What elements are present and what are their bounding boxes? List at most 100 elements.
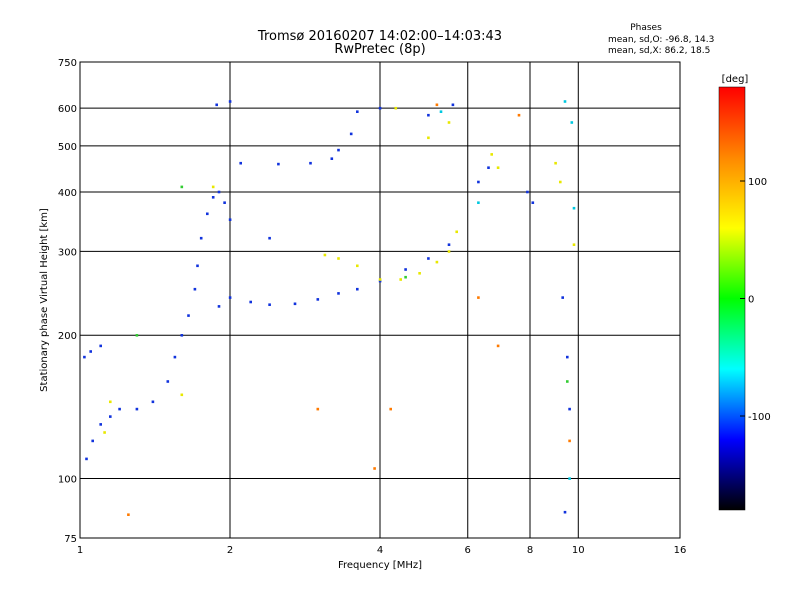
data-point xyxy=(427,136,430,140)
data-point xyxy=(337,148,340,152)
data-point xyxy=(211,196,215,199)
y-axis-ticks: 75 100 200 300 400 500 600 750 xyxy=(58,58,77,545)
colorbar-ticks: 100 0 -100 xyxy=(740,177,771,423)
y-tick-label: 300 xyxy=(58,247,77,258)
data-point xyxy=(323,253,327,257)
x-tick-label: 4 xyxy=(377,545,383,556)
data-point xyxy=(427,257,430,260)
data-point xyxy=(173,355,177,359)
y-tick-label: 200 xyxy=(58,331,77,342)
x-tick-label: 16 xyxy=(674,545,687,556)
y-axis-label: Stationary phase Virtual Height [km] xyxy=(39,208,50,392)
data-point xyxy=(135,334,139,337)
data-point xyxy=(187,314,190,317)
data-point xyxy=(99,344,102,348)
data-point xyxy=(378,106,382,110)
data-point xyxy=(477,180,480,184)
data-point xyxy=(404,275,407,279)
x-tick-label: 10 xyxy=(572,545,585,556)
data-point xyxy=(83,355,86,359)
data-point xyxy=(356,110,359,113)
data-point xyxy=(217,190,221,194)
data-point xyxy=(356,264,359,268)
data-point xyxy=(85,457,88,461)
colorbar-tick-label: 0 xyxy=(748,295,754,306)
stats-o-line: mean, sd,O: -96.8, 14.3 xyxy=(608,35,714,45)
y-tick-label: 500 xyxy=(58,142,77,153)
data-point xyxy=(118,407,121,411)
data-point xyxy=(135,407,139,411)
x-tick-label: 6 xyxy=(465,545,471,556)
data-point xyxy=(228,218,232,221)
data-point xyxy=(477,296,480,299)
data-point xyxy=(427,113,430,117)
stats-heading: Phases xyxy=(630,23,662,33)
data-point xyxy=(166,380,170,383)
data-point xyxy=(570,121,574,124)
data-point xyxy=(394,106,398,110)
data-point xyxy=(211,185,215,189)
data-point xyxy=(356,287,359,291)
data-point xyxy=(561,296,564,299)
data-point xyxy=(563,510,567,514)
data-point xyxy=(559,180,562,184)
data-point xyxy=(477,201,480,204)
data-point xyxy=(399,278,402,281)
data-point xyxy=(566,380,569,383)
colorbar-tick-label: -100 xyxy=(748,412,771,423)
data-point xyxy=(568,439,571,443)
data-point xyxy=(439,110,443,113)
data-point xyxy=(316,407,320,411)
x-tick-label: 1 xyxy=(77,545,83,556)
data-point xyxy=(447,243,451,246)
data-point xyxy=(151,400,155,404)
data-point xyxy=(268,303,271,306)
data-point xyxy=(180,185,184,189)
data-point xyxy=(487,166,490,169)
data-point xyxy=(447,250,451,253)
data-point xyxy=(496,166,500,169)
y-tick-label: 750 xyxy=(58,58,77,69)
data-point xyxy=(249,300,252,304)
data-point xyxy=(490,153,493,156)
y-tick-label: 100 xyxy=(58,475,77,486)
data-point xyxy=(566,355,569,359)
stats-x-line: mean, sd,X: 86.2, 18.5 xyxy=(608,46,710,56)
data-point xyxy=(373,467,376,470)
data-point xyxy=(109,400,112,404)
data-point xyxy=(568,477,571,480)
data-point xyxy=(496,344,500,348)
data-point xyxy=(180,334,184,337)
data-point xyxy=(89,350,92,353)
y-tick-label: 600 xyxy=(58,104,77,115)
x-axis-label: Frequency [MHz] xyxy=(338,560,422,571)
data-point xyxy=(217,305,221,308)
data-point xyxy=(199,236,203,240)
data-point xyxy=(568,407,571,411)
data-point xyxy=(103,431,106,434)
data-point xyxy=(563,100,567,103)
data-point xyxy=(228,296,232,299)
y-tick-label: 75 xyxy=(64,534,77,545)
data-point xyxy=(293,302,297,306)
data-point xyxy=(378,278,382,281)
x-tick-label: 8 xyxy=(527,545,533,556)
x-axis-ticks: 1 2 4 6 8 10 16 xyxy=(77,545,687,556)
data-point xyxy=(572,206,576,210)
data-point xyxy=(404,268,407,271)
data-point xyxy=(215,103,218,107)
data-point xyxy=(268,236,271,240)
data-point xyxy=(239,161,242,165)
data-point xyxy=(109,415,112,418)
data-point xyxy=(531,201,535,204)
data-point xyxy=(447,121,451,124)
data-point xyxy=(554,161,557,165)
data-point xyxy=(451,103,455,107)
x-tick-label: 2 xyxy=(227,545,233,556)
data-point xyxy=(127,513,130,516)
y-tick-label: 400 xyxy=(58,188,77,199)
data-point xyxy=(349,132,353,136)
data-point xyxy=(337,257,340,260)
data-point xyxy=(91,439,94,443)
